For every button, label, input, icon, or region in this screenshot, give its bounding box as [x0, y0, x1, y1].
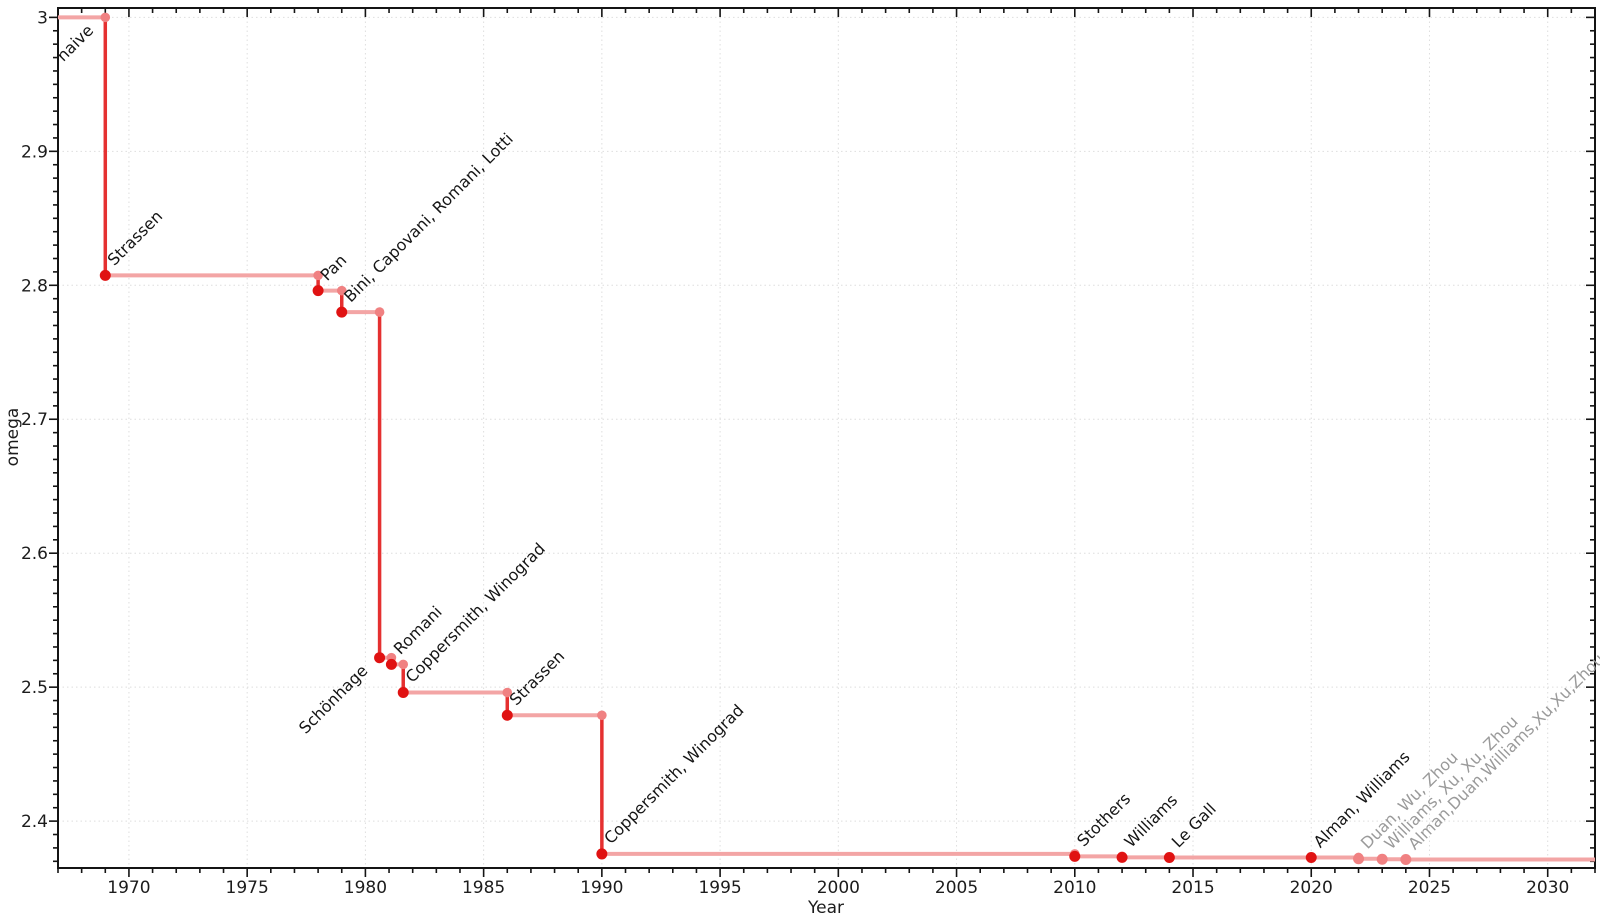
corner-point: [336, 285, 347, 296]
omega-step-lines: [58, 15, 1595, 862]
corner-point: [398, 659, 409, 670]
x-tick-label: 2015: [1171, 878, 1214, 898]
data-point: [501, 709, 513, 721]
corner-point: [313, 270, 323, 281]
y-axis-title: omega: [3, 408, 23, 467]
corner-point: [374, 307, 385, 317]
x-tick-label: 1975: [226, 878, 269, 898]
omega-data-points: [99, 12, 1412, 866]
y-tick-label: 2.5: [21, 678, 48, 698]
x-axis-title: Year: [807, 898, 844, 918]
data-point: [1116, 851, 1128, 863]
x-tick-label: 1995: [698, 878, 741, 898]
data-point: [397, 687, 409, 699]
y-tick-label: 2.7: [21, 410, 48, 430]
axis-ticks: [49, 8, 1596, 877]
data-point: [336, 306, 348, 318]
x-tick-label: 2030: [1526, 878, 1569, 898]
data-point: [312, 285, 324, 297]
discovery-label: Strassen: [506, 647, 569, 710]
y-tick-label: 2.8: [21, 276, 48, 296]
data-point: [1069, 850, 1081, 862]
discovery-label: Pan: [317, 251, 351, 285]
tick-labels: 1970 1975 1980 1985 1990 1995 2000 2005 2010 2015…: [21, 8, 1569, 898]
corner-point: [502, 687, 513, 698]
x-tick-label: 1985: [462, 878, 505, 898]
data-point: [1163, 851, 1175, 863]
data-point: [99, 269, 111, 281]
x-tick-label: 2005: [935, 878, 978, 898]
y-tick-label: 2.9: [21, 142, 48, 162]
corner-point: [597, 710, 607, 721]
x-tick-label: 1990: [580, 878, 623, 898]
plot-frame: [57, 7, 1596, 869]
discovery-label: Bini, Capovani, Romani, Lotti: [340, 129, 517, 306]
y-tick-label: 3: [37, 8, 48, 28]
discovery-label: naive: [53, 21, 97, 65]
x-tick-label: 2020: [1290, 878, 1333, 898]
discovery-label: Williams, Xu, Xu, Zhou: [1381, 712, 1522, 853]
discovery-label: Coppersmith, Winograd: [600, 701, 747, 848]
y-tick-label: 2.4: [21, 812, 48, 832]
x-tick-label: 1980: [344, 878, 387, 898]
y-tick-label: 2.6: [21, 544, 48, 564]
x-tick-label: 1970: [107, 878, 150, 898]
x-tick-label: 2000: [817, 878, 860, 898]
discovery-label: Schönhage: [295, 661, 371, 737]
data-point: [1353, 853, 1365, 865]
data-point: [596, 848, 608, 860]
x-tick-label: 2025: [1408, 878, 1451, 898]
discovery-label: Alman,Duan,Williams,Xu,Xu,Zhou: [1404, 650, 1600, 854]
data-point: [374, 652, 386, 664]
data-point: [1376, 853, 1388, 865]
gridlines: [58, 8, 1595, 868]
discovery-label: Strassen: [104, 207, 167, 270]
data-point: [385, 658, 397, 670]
data-point: [1400, 854, 1412, 866]
data-point: [1305, 851, 1317, 863]
corner-point: [100, 12, 111, 23]
x-tick-label: 2010: [1053, 878, 1096, 898]
